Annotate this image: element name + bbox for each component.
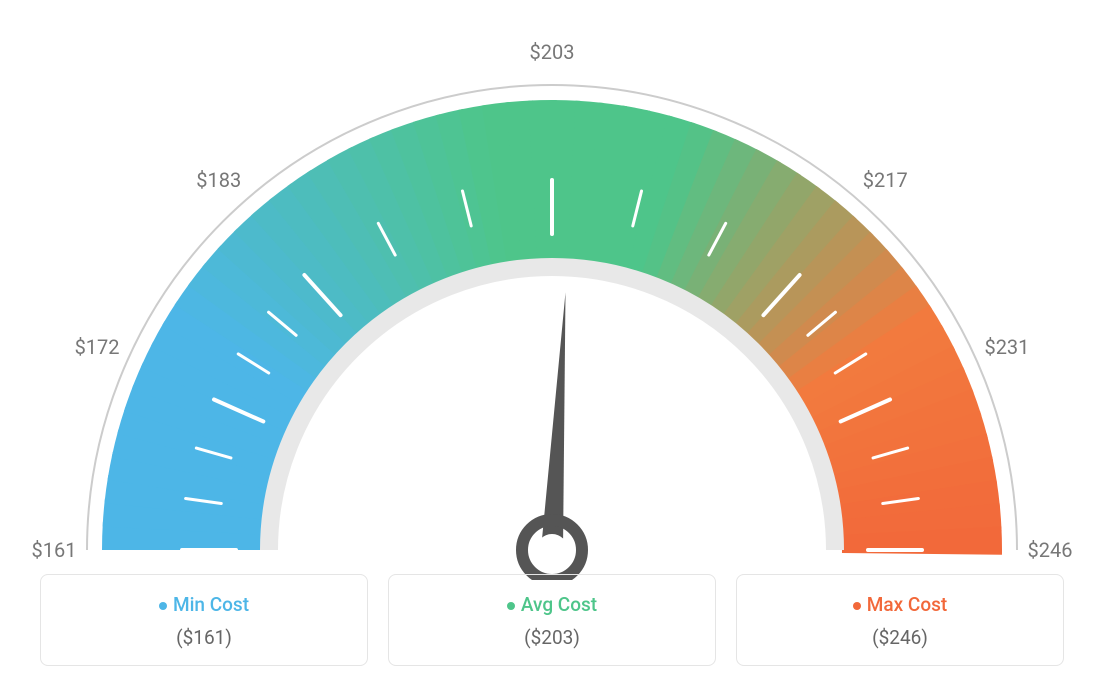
gauge-svg — [0, 20, 1104, 580]
legend-title-avg-text: Avg Cost — [521, 593, 597, 616]
legend-title-max-text: Max Cost — [867, 593, 947, 616]
legend-card-max: Max Cost ($246) — [736, 574, 1064, 666]
dot-icon — [507, 602, 515, 610]
legend-title-min-text: Min Cost — [173, 593, 249, 616]
gauge-tick-label: $183 — [196, 168, 241, 192]
legend-value-max: ($246) — [747, 626, 1053, 649]
gauge-tick-label: $246 — [1028, 538, 1073, 562]
gauge-tick-label: $161 — [32, 538, 77, 562]
dot-icon — [853, 602, 861, 610]
gauge-tick-label: $231 — [984, 335, 1029, 359]
legend-title-min: Min Cost — [51, 593, 357, 616]
legend-title-max: Max Cost — [747, 593, 1053, 616]
legend-card-min: Min Cost ($161) — [40, 574, 368, 666]
gauge-tick-label: $203 — [530, 40, 575, 64]
gauge-tick-label: $172 — [75, 335, 120, 359]
legend-value-min: ($161) — [51, 626, 357, 649]
gauge-tick-label: $217 — [863, 168, 908, 192]
gauge-chart: $161 $172 $183 $203 $217 $231 $246 — [0, 20, 1104, 584]
dot-icon — [159, 602, 167, 610]
legend-value-avg: ($203) — [399, 626, 705, 649]
legend-row: Min Cost ($161) Avg Cost ($203) Max Cost… — [40, 574, 1064, 666]
legend-card-avg: Avg Cost ($203) — [388, 574, 716, 666]
legend-title-avg: Avg Cost — [399, 593, 705, 616]
